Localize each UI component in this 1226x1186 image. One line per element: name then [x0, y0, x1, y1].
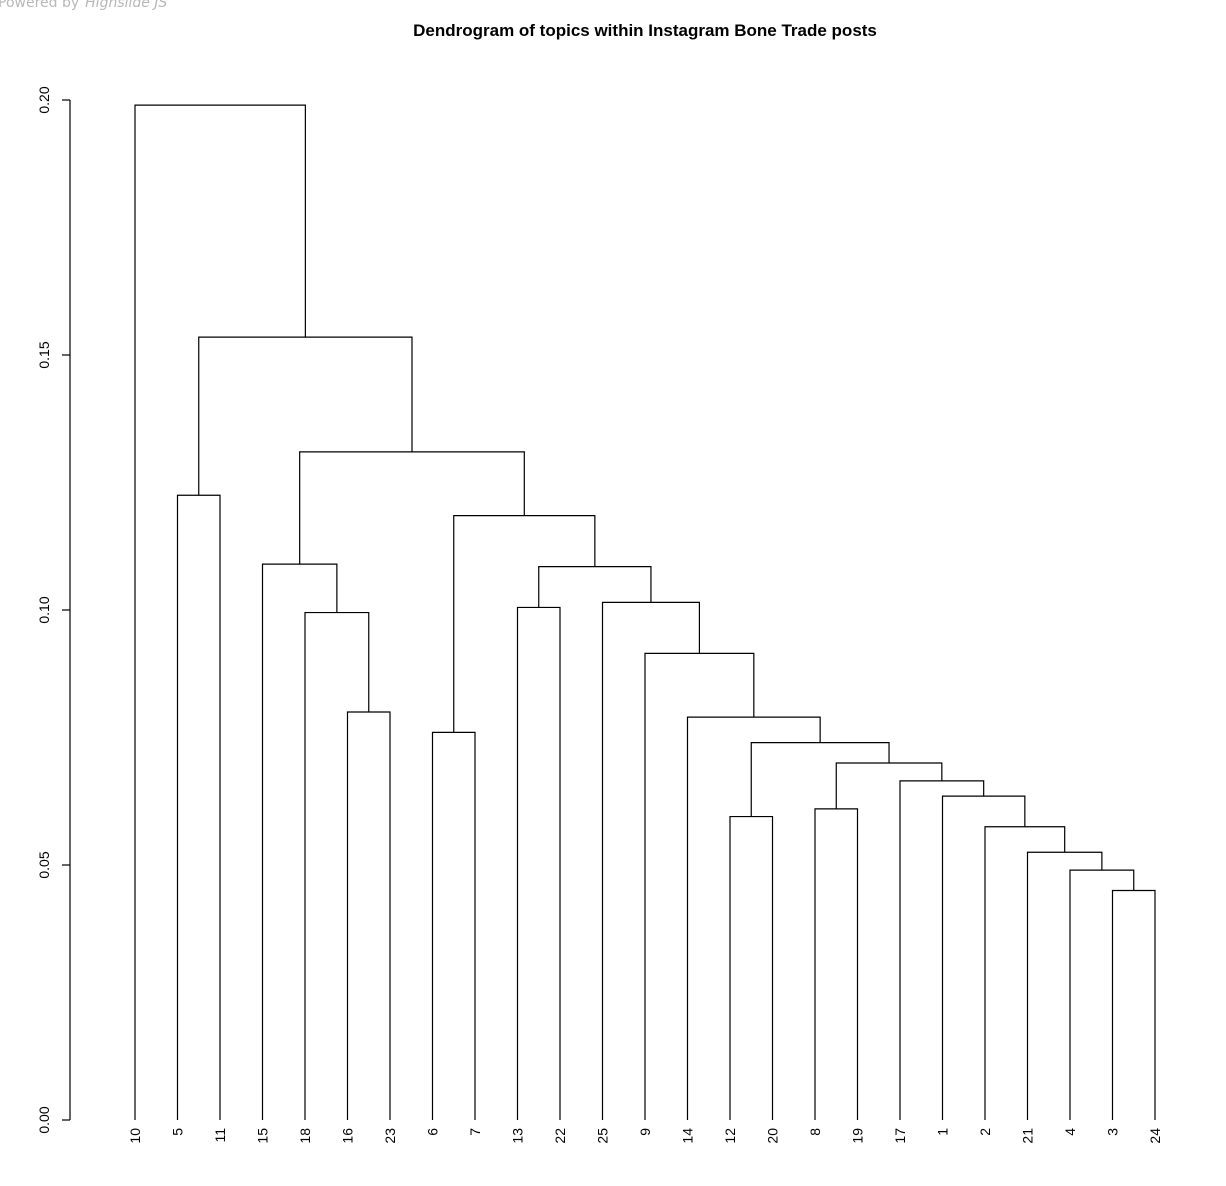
- y-tick-label: 0.05: [36, 851, 52, 878]
- leaf-label: 23: [382, 1128, 398, 1144]
- watermark-prefix: Powered by: [0, 0, 80, 11]
- merge-link: [1111, 889, 1156, 1120]
- merge-link: [814, 808, 859, 1120]
- leaf-label: 8: [807, 1128, 823, 1136]
- merge-link: [261, 563, 338, 1120]
- watermark: Powered by Highslide JS: [0, 0, 167, 11]
- leaf-label: 22: [552, 1128, 568, 1144]
- merge-link: [538, 566, 652, 608]
- merge-link: [601, 601, 701, 1120]
- leaf-label: 1: [935, 1128, 951, 1136]
- merge-link: [299, 451, 525, 565]
- merge-link: [176, 494, 221, 1120]
- y-axis: 0.00 0.05 0.10 0.15 0.20: [36, 86, 71, 1134]
- leaf-labels: 10 5 11 15 18 16 23 6 7 13 22 25 9 14 12 20 8 19 17 1 2 21 4 3 2…: [127, 1128, 1163, 1144]
- leaf-label: 20: [765, 1128, 781, 1144]
- y-tick-label: 0.15: [36, 341, 52, 368]
- leaf-label: 18: [297, 1128, 313, 1144]
- merge-link: [984, 826, 1066, 1120]
- leaf-label: 6: [425, 1128, 441, 1136]
- leaf-label: 4: [1062, 1128, 1078, 1136]
- merge-link: [516, 606, 561, 1120]
- leaf-label: 24: [1147, 1128, 1163, 1144]
- leaf-label: 10: [127, 1128, 143, 1144]
- merge-link: [941, 795, 1026, 1120]
- merge-link: [686, 716, 821, 1120]
- leaf-label: 13: [510, 1128, 526, 1144]
- y-tick-label: 0.00: [36, 1106, 52, 1133]
- merge-link: [453, 515, 596, 733]
- y-tick-label: 0.20: [36, 86, 52, 113]
- leaf-label: 25: [595, 1128, 611, 1144]
- merge-link: [835, 762, 943, 809]
- leaf-label: 16: [340, 1128, 356, 1144]
- leaf-label: 7: [467, 1128, 483, 1136]
- merge-link: [899, 780, 985, 1120]
- chart-title: Dendrogram of topics within Instagram Bo…: [413, 21, 877, 40]
- merge-link: [750, 742, 890, 817]
- dendrogram-tree: [134, 104, 1156, 1120]
- merge-link: [304, 611, 370, 1120]
- merge-link: [134, 104, 306, 1120]
- merge-link: [431, 731, 476, 1120]
- leaf-label: 3: [1105, 1128, 1121, 1136]
- leaf-label: 9: [637, 1128, 653, 1136]
- merge-link: [346, 711, 391, 1120]
- leaf-label: 14: [680, 1128, 696, 1144]
- leaf-label: 5: [170, 1128, 186, 1136]
- watermark-brand: Highslide JS: [85, 0, 168, 11]
- leaf-label: 15: [255, 1128, 271, 1144]
- leaf-label: 2: [977, 1128, 993, 1136]
- leaf-label: 19: [850, 1128, 866, 1144]
- leaf-label: 21: [1020, 1128, 1036, 1144]
- y-tick-label: 0.10: [36, 596, 52, 623]
- merge-link: [1069, 869, 1135, 1120]
- leaf-label: 12: [722, 1128, 738, 1144]
- leaf-label: 11: [212, 1128, 228, 1143]
- merge-link: [1026, 851, 1103, 1120]
- merge-link: [729, 815, 774, 1120]
- merge-link: [644, 652, 755, 1120]
- leaf-label: 17: [892, 1128, 908, 1144]
- merge-link: [198, 336, 413, 496]
